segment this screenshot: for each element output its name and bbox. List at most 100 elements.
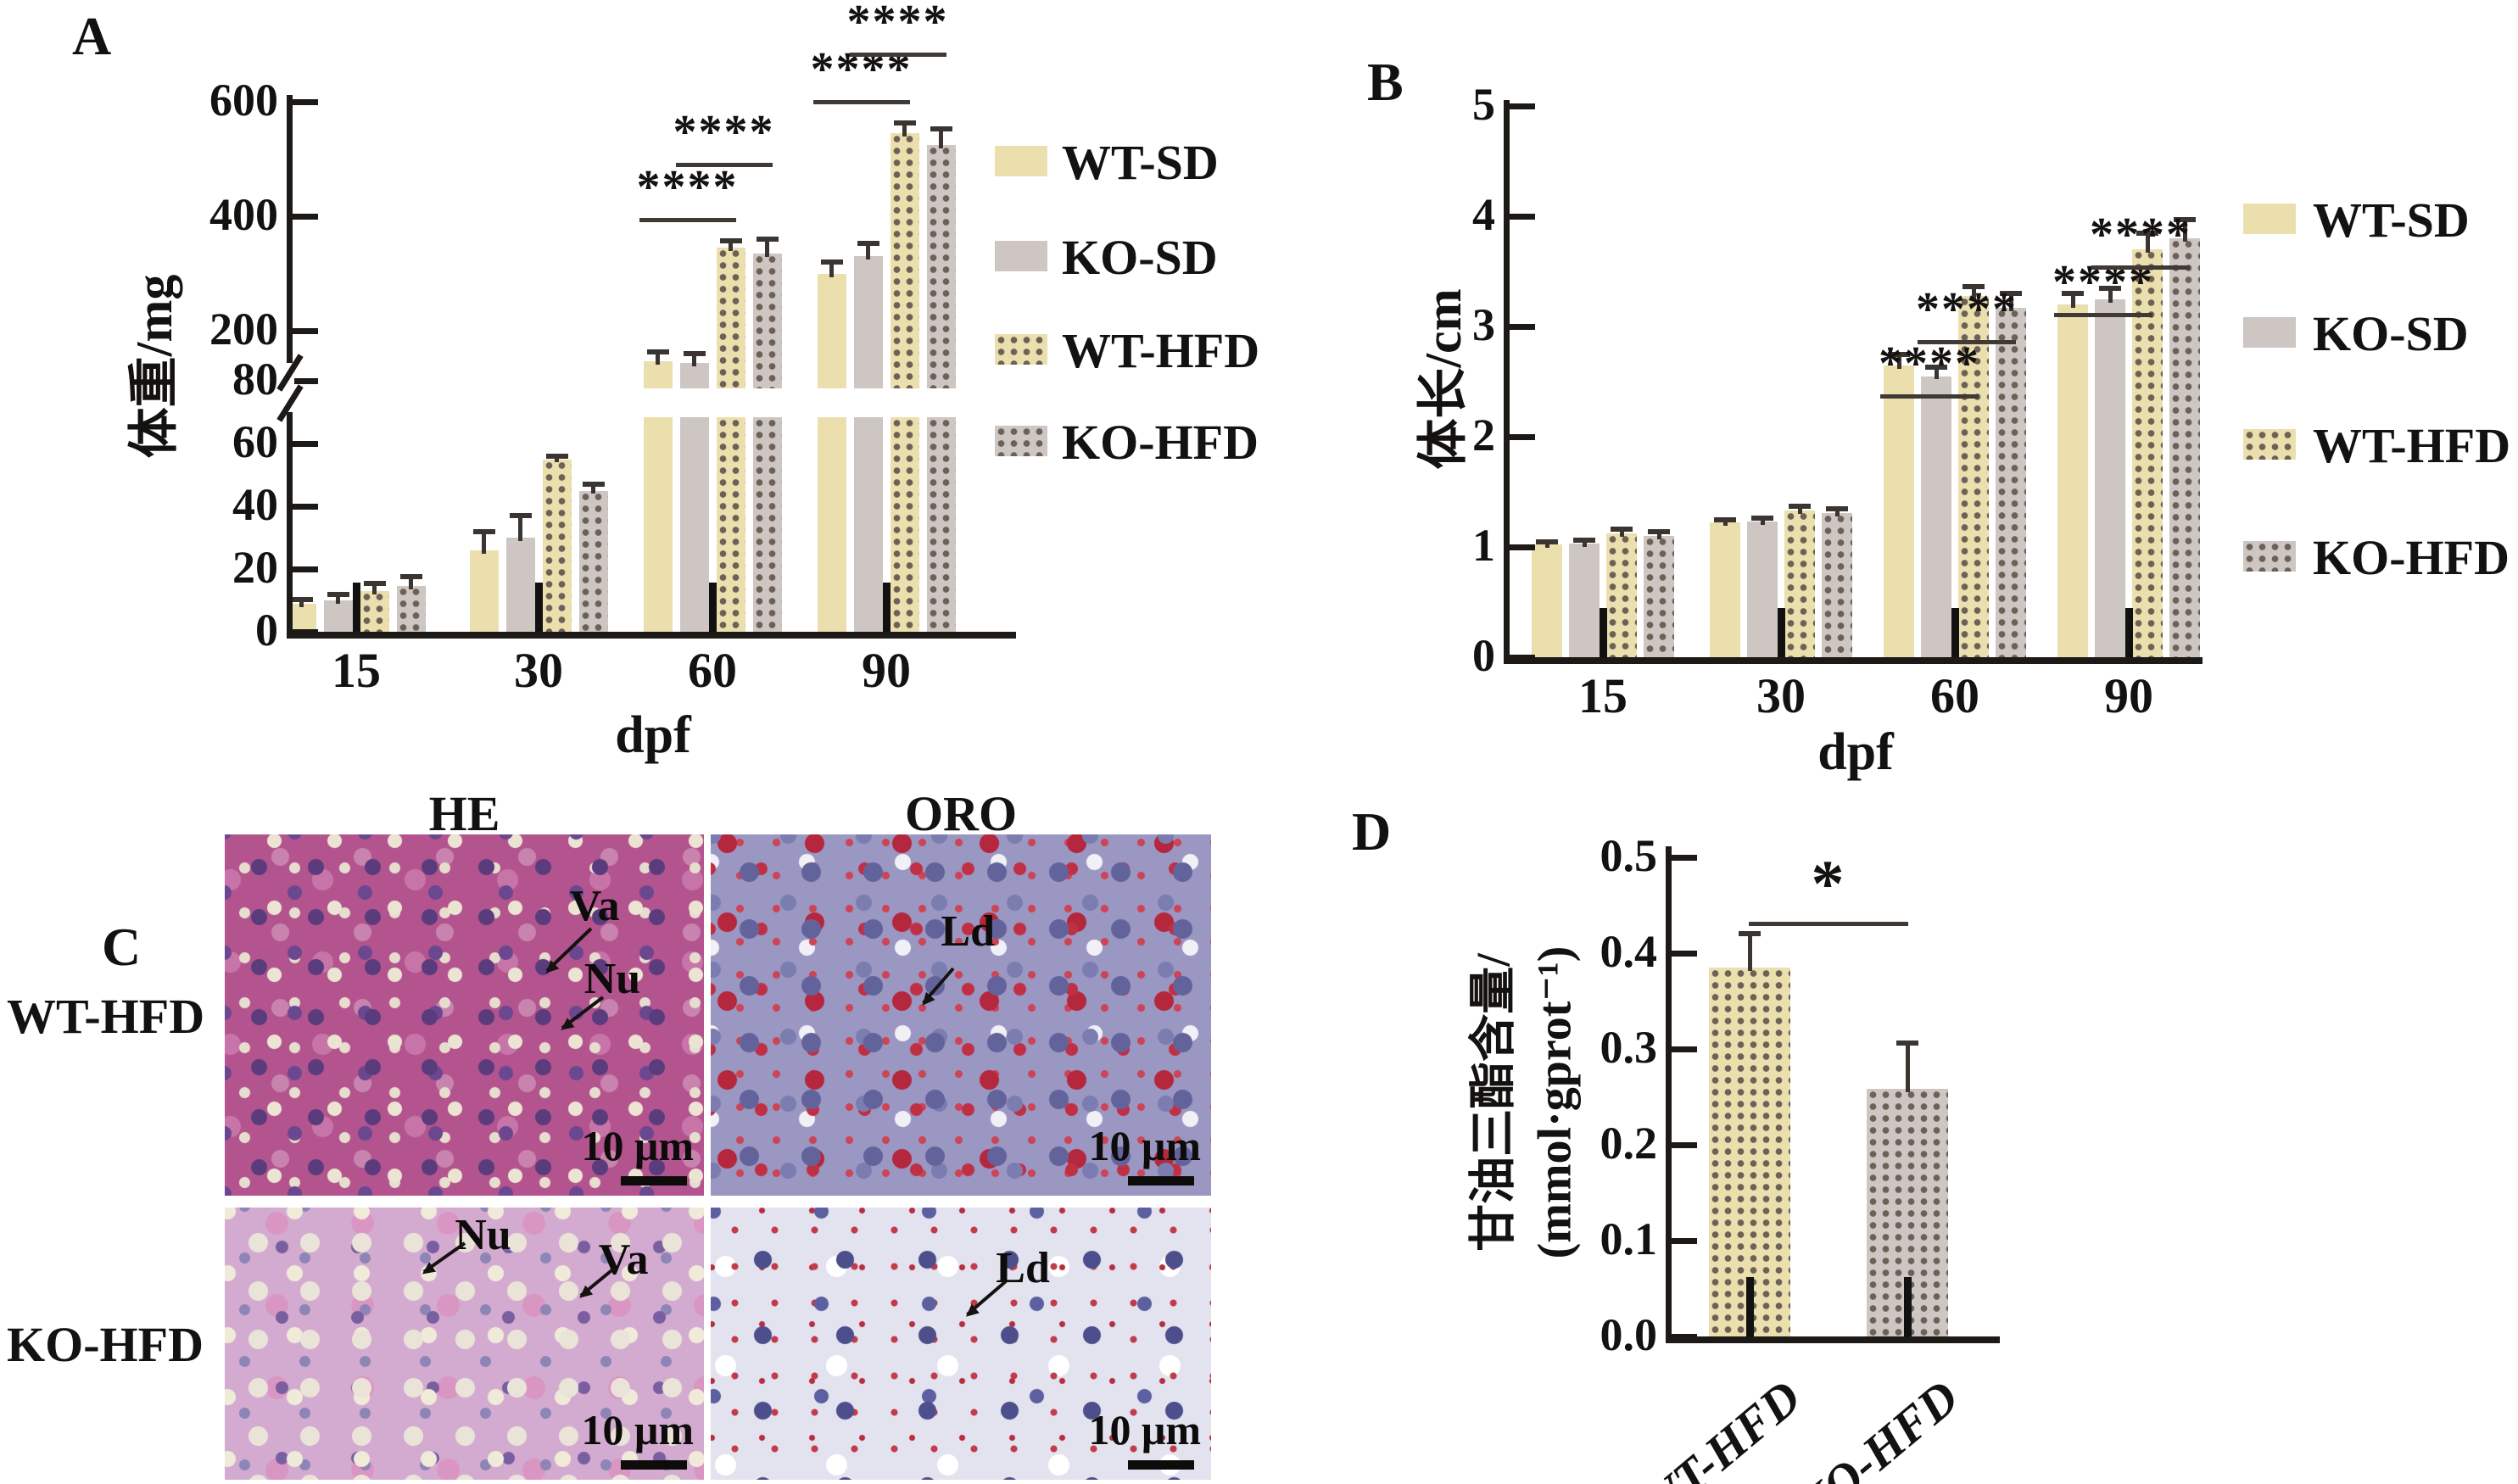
panel-d-bar-WT-HFD (1709, 967, 1790, 1336)
panel-b-legend-label-WT-SD: WT-SD (2313, 192, 2470, 248)
panel-a-ytick-mark-80 (293, 377, 318, 384)
panel-b-x-axis-title: dpf (1817, 723, 1894, 781)
panel-b-legend-swatch-WT-SD (2243, 204, 2296, 234)
panel-a-legend-label-KO-SD: KO-SD (1062, 230, 1218, 285)
panel-b-bar-30-WT-HFD (1784, 510, 1815, 657)
panel-b-legend-swatch-WT-HFD (2243, 429, 2296, 460)
panel-b-xtick-label-15: 15 (1578, 668, 1627, 723)
panel-a-sig-label-60-WT-SD-WT-HFD: **** (636, 161, 739, 214)
panel-a-sig-label-60-KO-SD-KO-HFD: **** (673, 106, 775, 159)
panel-a-ytick-mark-200 (293, 327, 318, 334)
panel-b-bar-30-KO-HFD (1822, 512, 1852, 657)
panel-a-errorbar-stem-90-WT-SD (829, 262, 834, 277)
panel-b-legend-swatch-KO-HFD (2243, 541, 2296, 572)
panel-a-x-axis-title: dpf (615, 706, 691, 764)
panel-b-ytick-label-5: 5 (1472, 79, 1495, 130)
panel-b-errorbar-stem-15-WT-SD (1544, 541, 1549, 549)
panel-a-bar-90-WT-SD-upper (817, 273, 846, 388)
panel-d-xtick-mark-WT-HFD (1745, 1277, 1754, 1336)
panel-b-bar-15-KO-HFD (1644, 536, 1674, 657)
panel-b-errorbar-stem-15-KO-HFD (1656, 531, 1661, 539)
panel-b-bar-60-KO-HFD (1996, 307, 2026, 657)
panel-b-xtick-mark-30 (1777, 608, 1785, 657)
panel-d-ytick-label-0.0: 0.0 (1600, 1309, 1658, 1360)
panel-d-xtick-label-WT-HFD: WT-HFD (1627, 1369, 1812, 1484)
panel-a-bar-60-KO-SD-lower (679, 417, 709, 632)
panel-a-ytick-label-200: 200 (209, 304, 278, 354)
panel-a-legend-swatch-WT-HFD (995, 334, 1047, 365)
scalebar-label-ko-hfd-oro: 10 μm (1088, 1406, 1202, 1453)
panel-b-errorbar-cap-90-WT-SD (2062, 291, 2084, 296)
panel-b-sig-label-60-KO-SD-KO-HFD: **** (1916, 283, 2018, 336)
panel-b-sig-line-90-KO-SD-KO-HFD (2091, 265, 2190, 270)
panel-b-bar-15-KO-SD (1569, 544, 1600, 657)
panel-a-sig-line-90-KO-SD-KO-HFD (849, 53, 946, 57)
panel-b-errorbar-cap-30-KO-SD (1751, 516, 1773, 522)
panel-a-xtick-label-15: 15 (332, 643, 381, 698)
scalebar-label-ko-hfd-he: 10 μm (581, 1406, 695, 1453)
panel-d-errorbar-cap-WT-HFD (1739, 931, 1761, 937)
panel-a-xtick-label-60: 60 (688, 643, 737, 698)
panel-b-errorbar-stem-15-KO-SD (1582, 540, 1587, 548)
panel-b-ytick-label-1: 1 (1472, 520, 1495, 571)
panel-b-errorbar-stem-90-KO-HFD (2182, 219, 2187, 242)
scalebar-label-wt-hfd-he: 10 μm (581, 1122, 695, 1169)
panel-a-bar-60-WT-SD-lower (643, 417, 673, 632)
panel-a-legend-swatch-KO-SD (995, 241, 1047, 271)
panel-b-errorbar-cap-30-KO-HFD (1826, 505, 1848, 511)
panel-a-errorbar-cap-30-WT-HFD (545, 453, 568, 459)
panel-b-bar-90-WT-SD (2057, 304, 2088, 657)
panel-a-ytick-mark-600 (293, 98, 318, 105)
panel-b-xtick-mark-60 (1951, 608, 1959, 657)
panel-b-errorbar-cap-90-KO-SD (2099, 285, 2121, 291)
panel-a-bar-15-KO-HFD (396, 586, 426, 632)
panel-b-errorbar-stem-60-WT-SD (1896, 354, 1901, 369)
panel-a-ytick-label-600: 600 (209, 75, 278, 126)
panel-d-ytick-mark-0.1 (1672, 1237, 1697, 1244)
panel-b-ytick-mark-5 (1510, 103, 1535, 109)
panel-a-bar-60-KO-HFD-upper (752, 253, 782, 388)
panel-a-bar-90-KO-SD-lower (853, 417, 883, 632)
panel-a-errorbar-cap-90-KO-SD (857, 241, 879, 247)
panel-a-xtick-label-30: 30 (514, 643, 563, 698)
panel-a-bar-60-WT-HFD-lower (716, 417, 745, 632)
panel-a-errorbar-cap-15-KO-HFD (399, 574, 422, 580)
panel-a-errorbar-stem-15-WT-HFD (372, 583, 377, 594)
panel-a-sig-label-90-KO-SD-KO-HFD: **** (846, 0, 949, 48)
panel-a-bar-90-WT-HFD-lower (890, 417, 919, 632)
panel-b-errorbar-stem-90-KO-SD (2108, 287, 2113, 303)
panel-a-bar-15-KO-SD (323, 600, 353, 632)
scalebar-ko-hfd-he (621, 1460, 687, 1470)
panel-b-ytick-mark-4 (1510, 213, 1535, 220)
scalebar-label-wt-hfd-oro: 10 μm (1088, 1122, 1202, 1169)
panel-a-xtick-mark-30 (534, 583, 543, 632)
panel-a-sig-line-60-KO-SD-KO-HFD (675, 163, 773, 167)
panel-a-errorbar-stem-15-KO-SD (336, 594, 340, 604)
panel-a-ytick-label-400: 400 (209, 189, 278, 240)
panel-a-errorbar-cap-90-KO-HFD (930, 126, 952, 131)
panel-a-errorbar-stem-60-WT-HFD (729, 241, 733, 252)
panel-a-ytick-label-40: 40 (232, 479, 278, 530)
panel-a-bar-30-WT-SD (469, 550, 499, 632)
panel-a-bar-90-WT-SD-lower (817, 417, 846, 632)
panel-a-bar-90-KO-SD-upper (853, 256, 883, 388)
panel-a-errorbar-cap-60-KO-SD (683, 351, 706, 356)
panel-a-label: A (72, 6, 112, 66)
panel-b-errorbar-stem-30-WT-HFD (1797, 505, 1802, 515)
panel-d-ytick-label-0.5: 0.5 (1600, 830, 1658, 881)
panel-d-errorbar-cap-KO-HFD (1896, 1040, 1918, 1046)
panel-d-errorbar-stem-WT-HFD (1747, 934, 1752, 971)
panel-a-errorbar-stem-15-KO-HFD (409, 577, 413, 590)
panel-b-errorbar-cap-30-WT-SD (1714, 516, 1736, 522)
panel-a-legend-label-WT-HFD: WT-HFD (1062, 323, 1260, 378)
histology-row-label-ko-hfd: KO-HFD (7, 1317, 204, 1372)
panel-a-ytick-label-80: 80 (232, 354, 278, 404)
panel-a-xtick-mark-90 (882, 583, 891, 632)
panel-b-ytick-label-2: 2 (1472, 410, 1495, 460)
panel-d-label: D (1352, 801, 1392, 862)
panel-a-bar-30-KO-SD (505, 538, 535, 632)
panel-a-xtick-mark-15 (352, 583, 360, 632)
panel-b-errorbar-stem-15-WT-HFD (1619, 529, 1624, 538)
